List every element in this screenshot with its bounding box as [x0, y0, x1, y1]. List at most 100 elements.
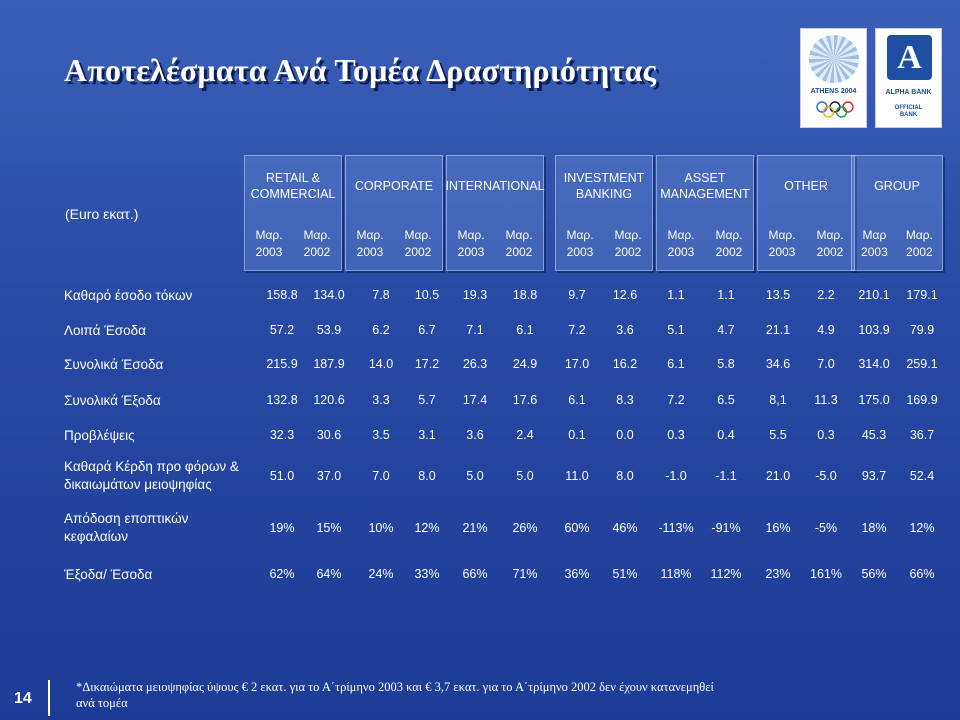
table-cell: 0.4 [717, 428, 735, 442]
period-label: Μαρ 2003 [861, 228, 888, 259]
period-label: Μαρ. 2003 [457, 228, 485, 259]
table-cell: 0.0 [616, 428, 634, 442]
period-label: Μαρ. 2002 [816, 228, 844, 259]
table-cell: 6.1 [516, 323, 534, 337]
table-cell: 12% [414, 521, 440, 535]
alpha-bank-logo: A ALPHA BANK OFFICIAL BANK [875, 28, 942, 128]
period-label: Μαρ. 2003 [667, 228, 695, 259]
table-cell: 36% [564, 567, 590, 581]
table-cell: 23% [765, 567, 791, 581]
table-cell: 169.9 [906, 393, 938, 407]
segment-header: INTERNATIONAL Μαρ. 2003 Μαρ. 2002 [445, 155, 545, 271]
table-cell: 2.2 [817, 288, 835, 302]
segment-name: CORPORATE [354, 179, 434, 194]
table-cell: 210.1 [858, 288, 890, 302]
table-cell: 4.9 [817, 323, 835, 337]
row-label: Καθαρό έσοδο τόκων [64, 288, 193, 303]
table-cell: 21% [462, 521, 488, 535]
olympic-rings-icon [816, 101, 854, 118]
row-label: Λοιπά Έσοδα [64, 323, 146, 338]
table-cell: 161% [810, 567, 842, 581]
table-cell: 14.0 [368, 357, 394, 371]
table-cell: 62% [269, 567, 295, 581]
alpha-bank-mark-icon: A [887, 35, 932, 80]
table-cell: 15% [316, 521, 342, 535]
page-number: 14 [14, 690, 32, 707]
table-cell: 112% [710, 567, 742, 581]
table-cell: 7.2 [667, 393, 685, 407]
period-label: Μαρ. 2002 [505, 228, 533, 259]
segment-header: RETAIL & COMMERCIAL Μαρ. 2003 Μαρ. 2002 [244, 155, 342, 271]
table-cell: 179.1 [906, 288, 938, 302]
table-cell: 12% [909, 521, 935, 535]
table-cell: -113% [658, 521, 694, 535]
period-label: Μαρ. 2003 [566, 228, 594, 259]
table-cell: 120.6 [313, 393, 345, 407]
table-cell: 71% [512, 567, 538, 581]
table-cell: 16.2 [612, 357, 638, 371]
table-cell: 24% [368, 567, 394, 581]
table-cell: 6.5 [717, 393, 735, 407]
table-cell: 34.6 [765, 357, 791, 371]
table-cell: 17.0 [564, 357, 590, 371]
table-cell: 9.7 [568, 288, 586, 302]
table-cell: 33% [414, 567, 440, 581]
table-cell: 8.0 [616, 469, 634, 483]
table-cell: 66% [909, 567, 935, 581]
table-cell: 52.4 [909, 469, 935, 483]
table-cell: 19% [269, 521, 295, 535]
table-cell: 26.3 [462, 357, 488, 371]
athens-logo-text: ATHENS 2004 [810, 88, 857, 95]
table-cell: 3.3 [372, 393, 390, 407]
table-cell: 3.5 [372, 428, 390, 442]
period-label: Μαρ. 2003 [255, 228, 283, 259]
table-cell: 1.1 [717, 288, 735, 302]
table-cell: 13.5 [765, 288, 791, 302]
table-cell: 56% [861, 567, 887, 581]
table-cell: 7.0 [817, 357, 835, 371]
table-cell: 18% [861, 521, 887, 535]
row-label: Καθαρά Κέρδη προ φόρων & δικαιωμάτων μει… [64, 459, 239, 493]
table-cell: 2.4 [516, 428, 534, 442]
table-cell: 5.1 [667, 323, 685, 337]
period-label: Μαρ. 2002 [905, 228, 933, 259]
page-divider [48, 680, 50, 716]
table-cell: 314.0 [858, 357, 890, 371]
table-cell: 18.8 [512, 288, 538, 302]
table-cell: 10% [368, 521, 394, 535]
table-cell: 175.0 [858, 393, 890, 407]
table-cell: 8,1 [769, 393, 787, 407]
segment-header: GROUP Μαρ 2003 Μαρ. 2002 [851, 155, 943, 271]
table-cell: 6.7 [418, 323, 436, 337]
period-label: Μαρ. 2003 [768, 228, 796, 259]
table-cell: 103.9 [858, 323, 890, 337]
segment-name: ASSET MANAGEMENT [660, 171, 750, 201]
segment-header: INVESTMENT BANKING Μαρ. 2003 Μαρ. 2002 [555, 155, 653, 271]
segment-header: OTHER Μαρ. 2003 Μαρ. 2002 [757, 155, 855, 271]
table-cell: 7.8 [372, 288, 390, 302]
table-cell: 5.7 [418, 393, 436, 407]
table-cell: 118% [660, 567, 692, 581]
table-cell: 60% [564, 521, 590, 535]
table-cell: 17.6 [512, 393, 538, 407]
segment-header-row: RETAIL & COMMERCIAL Μαρ. 2003 Μαρ. 2002 CORP… [244, 155, 944, 271]
segment-name: GROUP [874, 179, 920, 194]
table-cell: -1.1 [715, 469, 737, 483]
segment-name: INVESTMENT BANKING [563, 171, 645, 201]
table-cell: 7.1 [466, 323, 484, 337]
table-cell: 215.9 [266, 357, 298, 371]
table-cell: 3.6 [466, 428, 484, 442]
table-cell: -91% [711, 521, 741, 535]
segment-header: CORPORATE Μαρ. 2003 Μαρ. 2002 [345, 155, 443, 271]
period-label: Μαρ. 2002 [715, 228, 743, 259]
period-label: Μαρ. 2002 [404, 228, 432, 259]
table-cell: 51.0 [269, 469, 295, 483]
table-cell: 7.2 [568, 323, 586, 337]
table-cell: 3.6 [616, 323, 634, 337]
table-cell: -1.0 [665, 469, 687, 483]
table-cell: 26% [512, 521, 538, 535]
table-cell: 10.5 [414, 288, 440, 302]
table-cell: 93.7 [861, 469, 887, 483]
row-label: Προβλέψεις [64, 428, 135, 443]
table-cell: 8.0 [418, 469, 436, 483]
